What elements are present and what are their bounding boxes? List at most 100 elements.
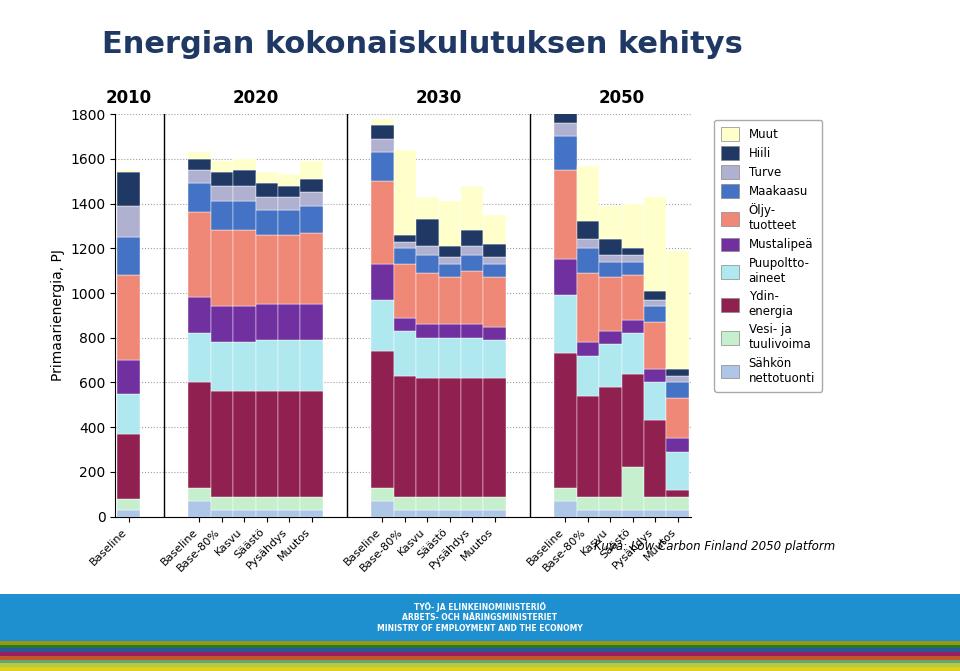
Bar — [577, 497, 599, 510]
Bar — [416, 219, 439, 246]
Bar — [188, 488, 210, 501]
Bar — [599, 206, 621, 240]
Bar — [461, 497, 484, 510]
Bar — [416, 273, 439, 324]
Bar — [644, 291, 666, 300]
Bar — [554, 99, 577, 109]
Bar — [416, 246, 439, 255]
Bar — [117, 206, 140, 237]
Bar — [255, 183, 278, 197]
Bar — [233, 510, 255, 517]
Bar — [233, 342, 255, 391]
Bar — [577, 166, 599, 221]
Bar — [439, 510, 461, 517]
Bar — [666, 369, 689, 376]
Bar — [117, 394, 140, 434]
Bar — [300, 510, 323, 517]
Bar — [621, 374, 644, 468]
Bar — [577, 221, 599, 240]
Bar — [233, 230, 255, 307]
Bar — [484, 215, 506, 244]
Bar — [439, 324, 461, 338]
Bar — [621, 333, 644, 374]
Bar — [255, 172, 278, 183]
Bar — [439, 378, 461, 497]
Bar — [621, 468, 644, 510]
Bar — [394, 248, 416, 264]
Bar — [621, 275, 644, 320]
Bar — [394, 376, 416, 497]
Bar — [394, 235, 416, 242]
Bar — [554, 123, 577, 136]
Bar — [300, 340, 323, 391]
Bar — [484, 264, 506, 277]
Bar — [255, 510, 278, 517]
Bar — [210, 510, 233, 517]
Bar — [188, 297, 210, 333]
Bar — [233, 307, 255, 342]
Text: 2030: 2030 — [416, 89, 462, 107]
Bar — [300, 304, 323, 340]
Bar — [210, 230, 233, 307]
Bar — [554, 109, 577, 123]
Bar — [484, 378, 506, 497]
Bar — [461, 324, 484, 338]
Bar — [599, 255, 621, 262]
Bar — [599, 387, 621, 497]
Bar — [599, 510, 621, 517]
Bar — [210, 307, 233, 342]
Bar — [439, 246, 461, 257]
Bar — [554, 170, 577, 260]
Bar — [461, 230, 484, 246]
Bar — [210, 186, 233, 201]
Text: 2050: 2050 — [598, 89, 644, 107]
Bar — [599, 344, 621, 387]
Bar — [644, 307, 666, 322]
Bar — [577, 342, 599, 356]
Bar — [416, 497, 439, 510]
Bar — [439, 264, 461, 277]
Bar — [278, 510, 300, 517]
Bar — [210, 172, 233, 186]
Bar — [372, 152, 394, 181]
Bar — [554, 295, 577, 354]
Bar — [210, 161, 233, 172]
Bar — [577, 356, 599, 396]
Bar — [621, 248, 644, 255]
Bar — [621, 510, 644, 517]
Bar — [255, 340, 278, 391]
Bar — [599, 277, 621, 331]
Bar — [394, 317, 416, 331]
Bar — [372, 139, 394, 152]
Bar — [599, 240, 621, 255]
Bar — [666, 490, 689, 497]
Bar — [666, 452, 689, 490]
Bar — [278, 497, 300, 510]
Bar — [554, 354, 577, 488]
Bar — [278, 174, 300, 186]
Bar — [439, 497, 461, 510]
Bar — [439, 277, 461, 324]
Bar — [372, 501, 394, 517]
Bar — [644, 382, 666, 421]
Bar — [372, 351, 394, 488]
Bar — [372, 300, 394, 351]
Bar — [394, 264, 416, 317]
Bar — [621, 320, 644, 333]
Bar — [255, 497, 278, 510]
Bar — [461, 246, 484, 255]
Bar — [439, 201, 461, 246]
Bar — [416, 510, 439, 517]
Bar — [461, 338, 484, 378]
Bar — [554, 260, 577, 295]
Bar — [300, 161, 323, 179]
Bar — [666, 382, 689, 398]
Bar — [210, 342, 233, 391]
Bar — [210, 201, 233, 230]
Bar — [461, 378, 484, 497]
Bar — [599, 331, 621, 344]
Bar — [644, 421, 666, 497]
Bar — [372, 125, 394, 139]
Bar — [117, 434, 140, 499]
Bar — [233, 497, 255, 510]
